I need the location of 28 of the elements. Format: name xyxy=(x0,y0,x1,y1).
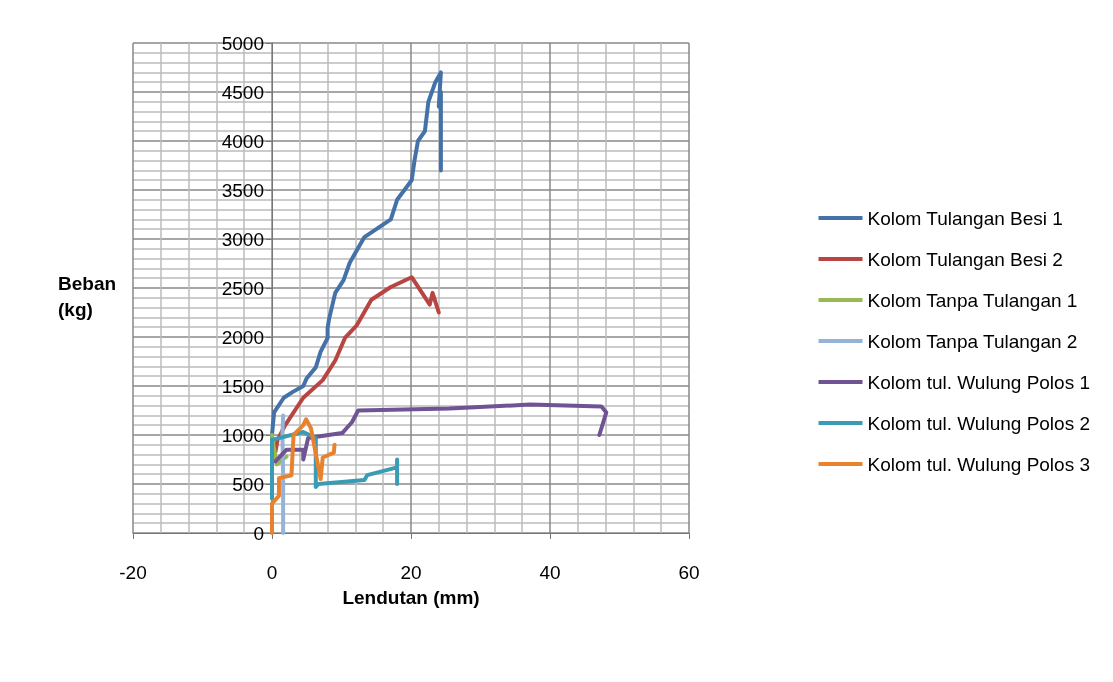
x-tick-label: 60 xyxy=(678,562,700,583)
legend-label: Kolom tul. Wulung Polos 2 xyxy=(867,412,1091,434)
y-tick-label: 5000 xyxy=(221,32,264,54)
y-tick-label: 500 xyxy=(232,473,264,495)
y-tick-label: 4500 xyxy=(221,81,264,103)
line-series xyxy=(270,417,337,535)
y-axis-title: Beban (kg) xyxy=(58,272,117,320)
y-tick-label: 3000 xyxy=(221,228,264,250)
legend-label: Kolom tul. Wulung Polos 3 xyxy=(867,453,1091,475)
y-tick-label: 1500 xyxy=(221,375,264,397)
legend-label: Kolom Tulangan Besi 2 xyxy=(867,248,1063,270)
y-tick-label: 2000 xyxy=(221,326,264,348)
legend-label: Kolom Tulangan Besi 1 xyxy=(867,207,1063,229)
y-tick-label: 3500 xyxy=(221,179,264,201)
x-tick-label: 0 xyxy=(266,562,278,583)
x-tick-label: -20 xyxy=(119,562,147,583)
y-tick-label: 1000 xyxy=(221,424,264,446)
line-series xyxy=(273,275,441,454)
y-tick-label: 4000 xyxy=(221,130,264,152)
y-tick-label: 2500 xyxy=(221,277,264,299)
y-tick-label: 0 xyxy=(253,522,264,544)
x-tick-label: 20 xyxy=(400,562,422,583)
legend-label: Kolom tul. Wulung Polos 1 xyxy=(867,371,1091,393)
x-tick-label: 40 xyxy=(539,562,561,583)
line-series xyxy=(273,402,609,464)
x-axis-title: Lendutan (mm) xyxy=(342,587,480,608)
legend-label: Kolom Tanpa Tulangan 2 xyxy=(867,330,1078,352)
legend-label: Kolom Tanpa Tulangan 1 xyxy=(867,289,1078,311)
